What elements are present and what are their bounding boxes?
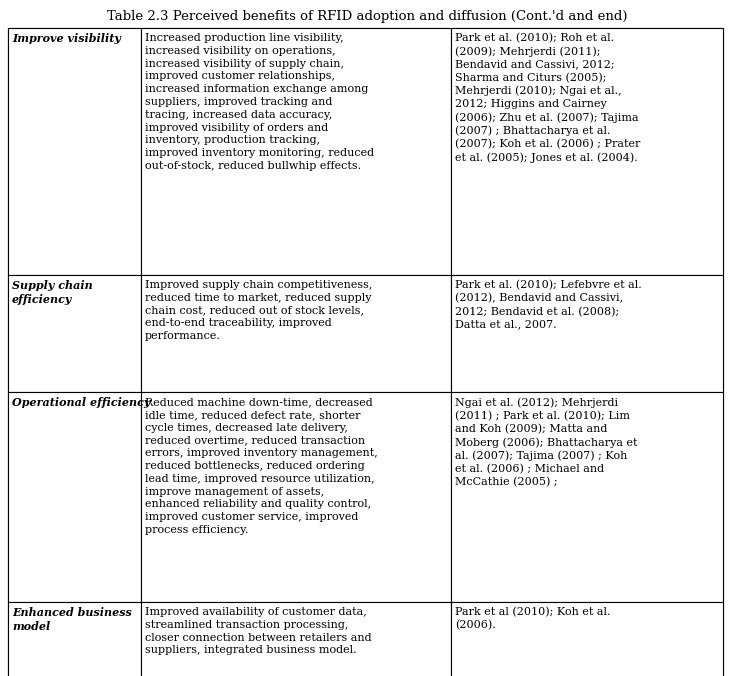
Text: Park et al (2010); Koh et al.
(2006).: Park et al (2010); Koh et al. (2006). bbox=[455, 607, 611, 631]
Bar bbox=[451, 28, 723, 275]
Bar bbox=[141, 602, 451, 676]
Text: Park et al. (2010); Lefebvre et al.
(2012), Bendavid and Cassivi,
2012; Bendavid: Park et al. (2010); Lefebvre et al. (201… bbox=[455, 280, 642, 330]
Text: Table 2.3 Perceived benefits of RFID adoption and diffusion (Cont.'d and end): Table 2.3 Perceived benefits of RFID ado… bbox=[107, 10, 628, 23]
Bar bbox=[8, 392, 141, 602]
Bar bbox=[8, 275, 141, 392]
Bar bbox=[451, 275, 723, 392]
Text: Improve visibility: Improve visibility bbox=[12, 33, 121, 44]
Bar bbox=[451, 392, 723, 602]
Bar bbox=[451, 602, 723, 676]
Text: Supply chain
efficiency: Supply chain efficiency bbox=[12, 280, 93, 305]
Bar bbox=[141, 28, 451, 275]
Text: Reduced machine down-time, decreased
idle time, reduced defect rate, shorter
cyc: Reduced machine down-time, decreased idl… bbox=[145, 397, 378, 535]
Bar bbox=[8, 602, 141, 676]
Text: Ngai et al. (2012); Mehrjerdi
(2011) ; Park et al. (2010); Lim
and Koh (2009); M: Ngai et al. (2012); Mehrjerdi (2011) ; P… bbox=[455, 397, 637, 487]
Bar bbox=[141, 392, 451, 602]
Text: Enhanced business
model: Enhanced business model bbox=[12, 607, 132, 632]
Text: Increased production line visibility,
increased visibility on operations,
increa: Increased production line visibility, in… bbox=[145, 33, 374, 171]
Text: Improved supply chain competitiveness,
reduced time to market, reduced supply
ch: Improved supply chain competitiveness, r… bbox=[145, 280, 373, 341]
Text: Operational efficiency: Operational efficiency bbox=[12, 397, 151, 408]
Bar bbox=[8, 28, 141, 275]
Text: Park et al. (2010); Roh et al.
(2009); Mehrjerdi (2011);
Bendavid and Cassivi, 2: Park et al. (2010); Roh et al. (2009); M… bbox=[455, 33, 640, 163]
Bar bbox=[141, 275, 451, 392]
Text: Improved availability of customer data,
streamlined transaction processing,
clos: Improved availability of customer data, … bbox=[145, 607, 372, 656]
